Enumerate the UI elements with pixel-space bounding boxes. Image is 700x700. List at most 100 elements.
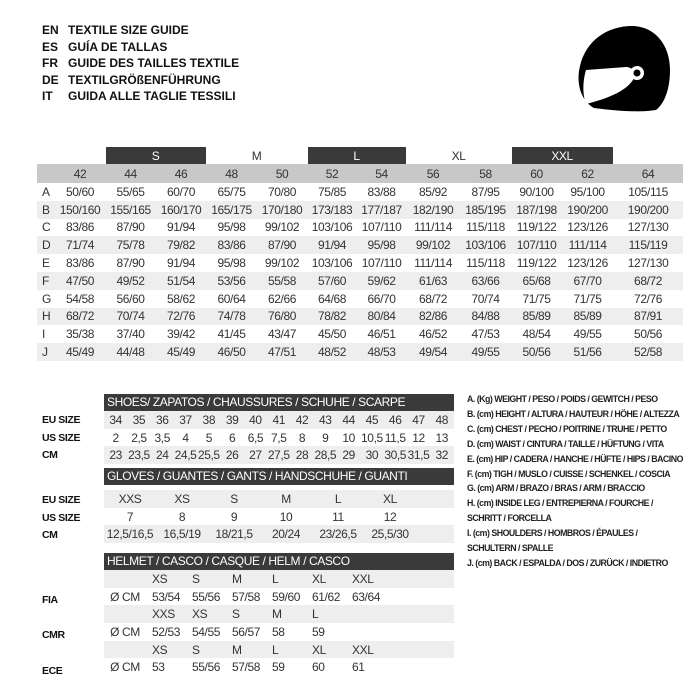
table-cell: 155/165	[105, 200, 156, 219]
table-cell: 59/60	[272, 589, 301, 604]
table-cell: 83/86	[65, 256, 95, 271]
table-cell: 53	[152, 660, 165, 675]
row-label: US SIZE	[42, 511, 81, 524]
size-header: 50	[257, 164, 308, 183]
table-cell: 48/53	[357, 343, 407, 361]
title-row: FR GUIDE DES TAILLES TEXTILE	[42, 55, 239, 72]
table-cell: 54/55	[192, 624, 221, 639]
table-cell: 28	[295, 448, 309, 463]
size-header: 64	[613, 164, 684, 183]
table-cell: 63/66	[460, 271, 512, 290]
table-cell: 52/53	[152, 624, 181, 639]
size-cell: S	[192, 571, 200, 586]
table-cell: 5	[205, 430, 213, 445]
row-label: EU SIZE	[42, 414, 81, 426]
title-row: DE TEXTILGRÖßENFÜHRUNG	[42, 72, 239, 89]
table-cell: 170/180	[257, 200, 308, 219]
size-header: 58	[460, 164, 512, 183]
table-cell: 123/126	[567, 256, 608, 271]
helmet-value-row: Ø CM 52/53 54/55 56/57 58 59	[104, 623, 454, 641]
table-cell: 25,5	[197, 448, 220, 463]
table-cell: 58	[272, 624, 285, 639]
table-cell: 16,5/19	[163, 527, 201, 542]
table-cell: 80/84	[357, 307, 407, 326]
table-cell: 83/86	[206, 236, 258, 255]
language-code: EN	[42, 23, 59, 37]
legend-item: H. (cm) INSIDE LEG / ENTREPIERNA / FOURC…	[467, 498, 653, 509]
table-cell: 90/100	[519, 184, 554, 199]
helmet-icon	[578, 26, 670, 112]
table-cell: 10	[279, 509, 293, 524]
table-cell: 45	[365, 412, 379, 427]
language-code: IT	[42, 89, 53, 103]
size-cell: M	[232, 642, 242, 657]
table-cell: 12	[412, 430, 425, 445]
shoes-section: SHOES/ ZAPATOS / CHAUSSURES / SCHUHE / S…	[104, 394, 454, 465]
row-label: F	[37, 271, 55, 290]
helmet-section: HELMET / CASCO / CASQUE / HELM / CASCO X…	[104, 553, 454, 676]
table-cell: 56/60	[116, 291, 145, 306]
title-text: GUÍA DE TALLAS	[68, 39, 168, 54]
table-cell: 11,5	[384, 430, 406, 445]
row-label: B	[37, 200, 55, 219]
table-cell: 87/91	[613, 307, 684, 326]
table-cell: 65/75	[217, 184, 246, 199]
table-cell: 55/65	[116, 184, 145, 199]
row-label: D	[37, 236, 55, 255]
table-cell: 60/70	[166, 184, 196, 199]
table-cell: 115/119	[613, 236, 684, 255]
shoe-size-row: 2 2,5 3,5 4 5 6 6,5 7,5 8 9 10 10,5 11,5 12 13	[104, 429, 454, 447]
table-row: B 150/160 155/165 160/170 165/175 170/180 173/…	[37, 200, 684, 219]
table-cell: 30,5	[384, 448, 407, 463]
table-cell: 32	[435, 448, 449, 463]
size-cell: XL	[312, 642, 326, 657]
table-cell: 59/62	[357, 271, 407, 290]
table-cell: 48/54	[522, 327, 551, 342]
table-cell: 46/50	[206, 343, 258, 361]
table-cell: 105/115	[628, 184, 668, 199]
helmet-size-row: XXS XS S M L	[104, 605, 454, 624]
table-cell: 78/82	[307, 307, 358, 326]
table-cell: 66/70	[367, 291, 396, 306]
table-cell: 10	[342, 430, 355, 445]
table-cell: S	[230, 491, 238, 506]
table-cell: 7	[126, 509, 134, 524]
size-header: 44	[105, 164, 156, 183]
title-text: TEXTILE SIZE GUIDE	[68, 23, 189, 37]
table-cell: XL	[383, 491, 397, 506]
row-label: CMR	[42, 629, 65, 642]
language-code: FR	[42, 56, 58, 70]
table-cell: 31,5	[407, 448, 430, 463]
table-cell: 103/106	[311, 256, 353, 271]
guide-titles: EN TEXTILE SIZE GUIDE ES GUÍA DE TALLAS FR GU…	[42, 22, 239, 105]
legend-item: F. (cm) TIGH / MUSLO / CUISSE / SCHENKEL…	[467, 468, 671, 479]
table-cell: 29	[342, 448, 355, 463]
table-cell: 64/68	[318, 291, 347, 306]
title-row: EN TEXTILE SIZE GUIDE	[42, 22, 239, 39]
table-cell: 36	[155, 412, 169, 427]
table-cell: 99/102	[406, 236, 461, 255]
table-row: J 45/49 44/48 45/49 46/50 47/51 48/52 48/53 49/5…	[37, 343, 684, 361]
table-cell: 76/80	[257, 307, 308, 326]
language-code: ES	[42, 39, 59, 54]
table-row: E 83/86 87/90 91/94 95/98 99/102 103/106 107/11…	[37, 254, 683, 272]
table-cell: 85/89	[511, 307, 563, 326]
row-label: FIA	[42, 594, 58, 606]
table-cell: 58/62	[166, 291, 196, 306]
table-cell: 95/100	[570, 184, 605, 199]
blank-cell	[613, 147, 683, 164]
table-cell: 91/94	[307, 236, 358, 255]
table-cell: 72/76	[634, 291, 663, 306]
table-row: H 68/72 70/74 72/76 74/78 76/80 78/82 80/84 82/8…	[37, 307, 684, 326]
table-cell: 91/94	[166, 220, 196, 235]
table-cell: 75/78	[105, 236, 156, 255]
table-cell: 48/52	[307, 343, 358, 361]
title-text: TEXTILGRÖßENFÜHRUNG	[68, 72, 221, 87]
table-cell: 119/122	[516, 220, 557, 235]
table-cell: 23,5	[128, 448, 150, 463]
table-cell: 87/90	[116, 256, 145, 271]
table-cell: 107/110	[511, 236, 563, 255]
table-cell: 51/56	[562, 343, 614, 361]
table-cell: 8	[298, 430, 306, 445]
measurement-legend: A. (Kg) WEIGHT / PESO / POIDS / GEWITCH …	[467, 392, 683, 571]
